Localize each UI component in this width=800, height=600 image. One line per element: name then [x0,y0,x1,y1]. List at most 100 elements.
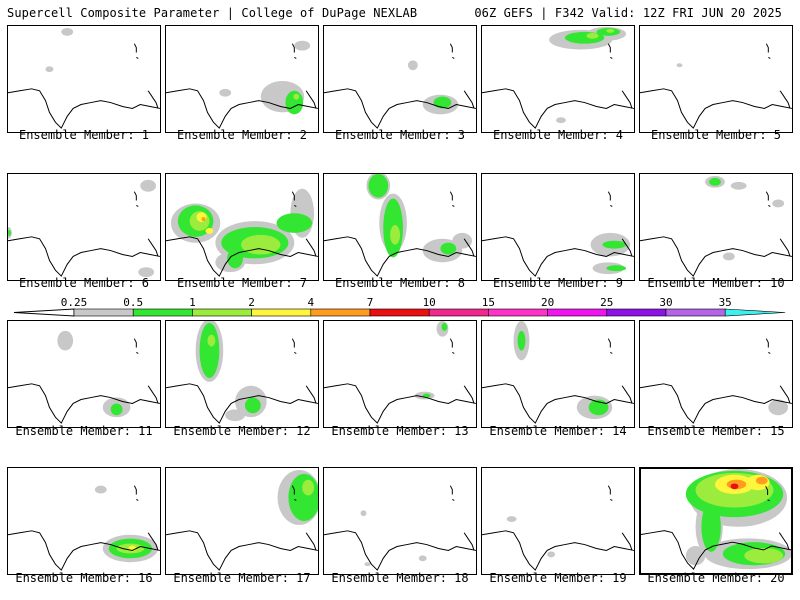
island-outline [291,191,297,207]
coastline [324,88,476,129]
coastline [324,530,476,571]
florida-outline [621,90,633,109]
colorbar-tick-label: 25 [600,297,613,309]
map-canvas [482,26,634,129]
member-label: Ensemble Member: 12 [173,424,311,438]
member-label: Ensemble Member: 6 [18,276,150,290]
florida-outline [463,238,475,257]
member-label: Ensemble Member: 13 [331,424,469,438]
member-label: Ensemble Member: 14 [489,424,627,438]
precip-contour [227,248,243,269]
precip-contour [207,334,216,347]
island-outline [765,338,771,354]
ensemble-member-map [7,467,161,575]
member-label: Ensemble Member: 2 [176,128,308,142]
coastline [482,236,634,277]
island-outline [607,191,613,207]
ensemble-member-map [7,25,161,133]
island-outline [133,338,139,354]
precip-contour [390,225,400,245]
island-outline [449,43,455,59]
precip-contour [556,117,566,124]
florida-outline [147,238,159,257]
member-label: Ensemble Member: 7 [176,276,308,290]
precip-contour [440,242,457,255]
colorbar-swatch [369,308,430,317]
map-canvas [324,485,476,571]
map-canvas [482,321,634,424]
coastline [482,530,634,571]
colorbar-swatch [132,308,193,317]
member-label: Ensemble Member: 5 [650,128,782,142]
precip-contour [730,181,747,190]
valid-time: 06Z GEFS | F342 Valid: 12Z FRI JUN 20 20… [474,6,782,20]
precip-contour [57,330,74,351]
colorbar-swatch [724,308,786,317]
colorbar-tick-label: 4 [307,297,314,309]
precip-contour [244,397,261,414]
colorbar-low-arrow [13,308,75,317]
member-label: Ensemble Member: 3 [334,128,466,142]
coastline [166,530,318,571]
precip-contour [368,174,389,198]
precip-contour [241,234,281,255]
precip-contour [61,27,74,36]
ensemble-member-map [7,173,161,281]
colorbar-swatch [73,308,134,317]
map-canvas [8,330,160,424]
precip-contour [45,66,54,73]
precip-contour [199,322,220,378]
ensemble-member-map [639,173,793,281]
coastline [166,236,318,277]
map-canvas [640,43,792,129]
member-label: Ensemble Member: 4 [492,128,624,142]
island-outline [607,485,613,501]
ensemble-member-map [165,467,319,575]
map-canvas [482,191,634,277]
precip-contour [701,501,721,552]
ensemble-member-map [639,25,793,133]
coastline [482,383,634,424]
precip-contour [285,90,304,115]
colorbar-swatch [488,308,548,317]
precip-contour [407,60,418,71]
coastline [324,383,476,424]
precip-contour [360,510,367,517]
member-label: Ensemble Member: 1 [18,128,150,142]
coastline [641,530,791,570]
coastline [8,236,160,277]
precip-contour [110,403,123,416]
colorbar-swatch [547,308,608,317]
florida-outline [779,385,791,404]
precip-contour [744,547,784,564]
coastline [166,88,318,129]
map-canvas [166,40,318,129]
precip-contour [730,483,739,490]
island-outline [133,43,139,59]
florida-outline [463,532,475,551]
colorbar-swatch [310,308,371,317]
ensemble-member-map [7,320,161,428]
precip-contour [602,240,627,249]
island-outline [449,191,455,207]
precip-contour [722,252,735,261]
page-title: Supercell Composite Parameter | College … [7,6,418,20]
colorbar-tick-label: 30 [659,297,672,309]
colorbar-swatch [606,308,667,317]
ensemble-member-map [323,467,477,575]
island-outline [133,191,139,207]
florida-outline [621,532,633,551]
island-outline [765,191,771,207]
island-outline [765,43,771,59]
ensemble-member-map [639,467,793,575]
island-outline [291,338,297,354]
precip-contour [676,63,683,68]
precip-contour [364,562,371,567]
colorbar-tick-label: 20 [541,297,554,309]
precip-contour [140,179,157,192]
map-canvas [640,175,792,277]
precip-contour [586,32,599,39]
map-canvas [166,188,318,277]
coastline [482,88,634,129]
florida-outline [778,532,790,551]
